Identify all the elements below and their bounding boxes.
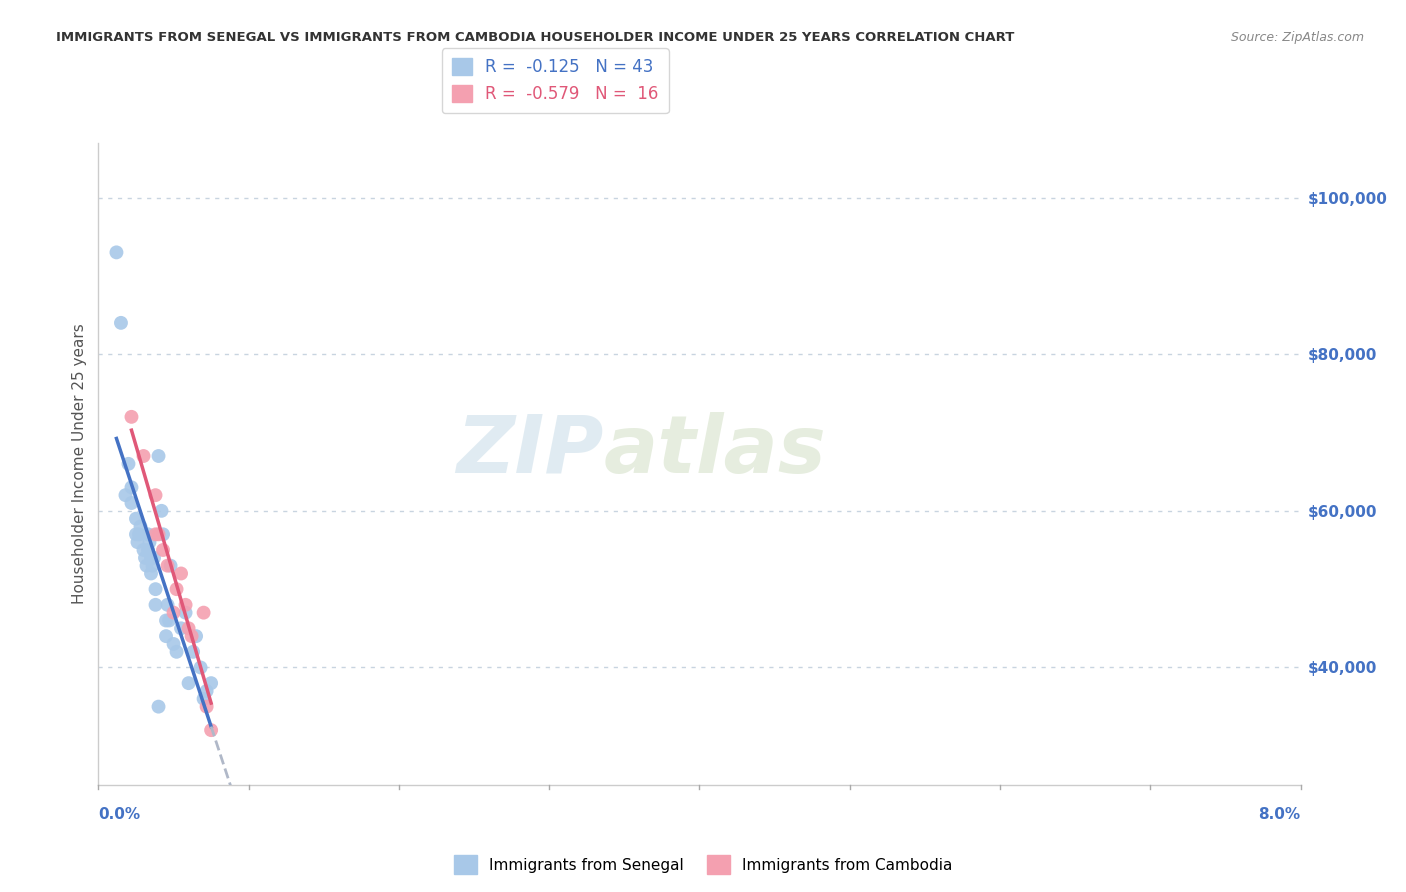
Point	[105, 245, 128, 260]
Point	[195, 699, 218, 714]
Point	[193, 606, 215, 620]
Point	[155, 614, 177, 628]
Point	[148, 449, 170, 463]
Point	[162, 637, 184, 651]
Point	[150, 504, 173, 518]
Point	[180, 629, 202, 643]
Point	[170, 566, 193, 581]
Text: ZIP: ZIP	[456, 412, 603, 490]
Point	[134, 550, 156, 565]
Point	[162, 606, 184, 620]
Text: 0.0%: 0.0%	[98, 807, 141, 822]
Point	[114, 488, 136, 502]
Text: IMMIGRANTS FROM SENEGAL VS IMMIGRANTS FROM CAMBODIA HOUSEHOLDER INCOME UNDER 25 : IMMIGRANTS FROM SENEGAL VS IMMIGRANTS FR…	[56, 31, 1015, 45]
Point	[121, 496, 143, 510]
Point	[121, 480, 143, 494]
Point	[166, 645, 188, 659]
Point	[129, 519, 152, 533]
Point	[200, 676, 222, 690]
Point	[155, 629, 177, 643]
Point	[145, 527, 167, 541]
Text: atlas: atlas	[603, 412, 827, 490]
Point	[139, 550, 162, 565]
Point	[148, 527, 170, 541]
Point	[139, 566, 162, 581]
Point	[190, 660, 212, 674]
Point	[174, 598, 197, 612]
Legend: R =  -0.125   N = 43, R =  -0.579   N =  16: R = -0.125 N = 43, R = -0.579 N = 16	[441, 48, 669, 113]
Point	[141, 558, 163, 573]
Point	[117, 457, 139, 471]
Point	[136, 527, 159, 541]
Point	[148, 699, 170, 714]
Text: 8.0%: 8.0%	[1258, 807, 1301, 822]
Point	[110, 316, 132, 330]
Point	[184, 629, 207, 643]
Point	[152, 527, 174, 541]
Point	[157, 614, 180, 628]
Legend: Immigrants from Senegal, Immigrants from Cambodia: Immigrants from Senegal, Immigrants from…	[447, 849, 959, 880]
Point	[174, 606, 197, 620]
Point	[193, 691, 215, 706]
Point	[135, 558, 157, 573]
Point	[138, 535, 160, 549]
Point	[145, 598, 167, 612]
Point	[121, 409, 143, 424]
Point	[177, 621, 200, 635]
Point	[177, 676, 200, 690]
Point	[136, 543, 159, 558]
Point	[145, 488, 167, 502]
Point	[132, 543, 155, 558]
Point	[159, 558, 181, 573]
Point	[125, 511, 148, 525]
Point	[156, 598, 179, 612]
Point	[170, 621, 193, 635]
Point	[125, 527, 148, 541]
Text: Source: ZipAtlas.com: Source: ZipAtlas.com	[1230, 31, 1364, 45]
Point	[127, 535, 149, 549]
Y-axis label: Householder Income Under 25 years: Householder Income Under 25 years	[72, 324, 87, 604]
Point	[156, 558, 179, 573]
Point	[181, 645, 204, 659]
Point	[128, 527, 150, 541]
Point	[132, 449, 155, 463]
Point	[152, 543, 174, 558]
Point	[145, 582, 167, 596]
Point	[200, 723, 222, 738]
Point	[143, 550, 166, 565]
Point	[166, 582, 188, 596]
Point	[195, 684, 218, 698]
